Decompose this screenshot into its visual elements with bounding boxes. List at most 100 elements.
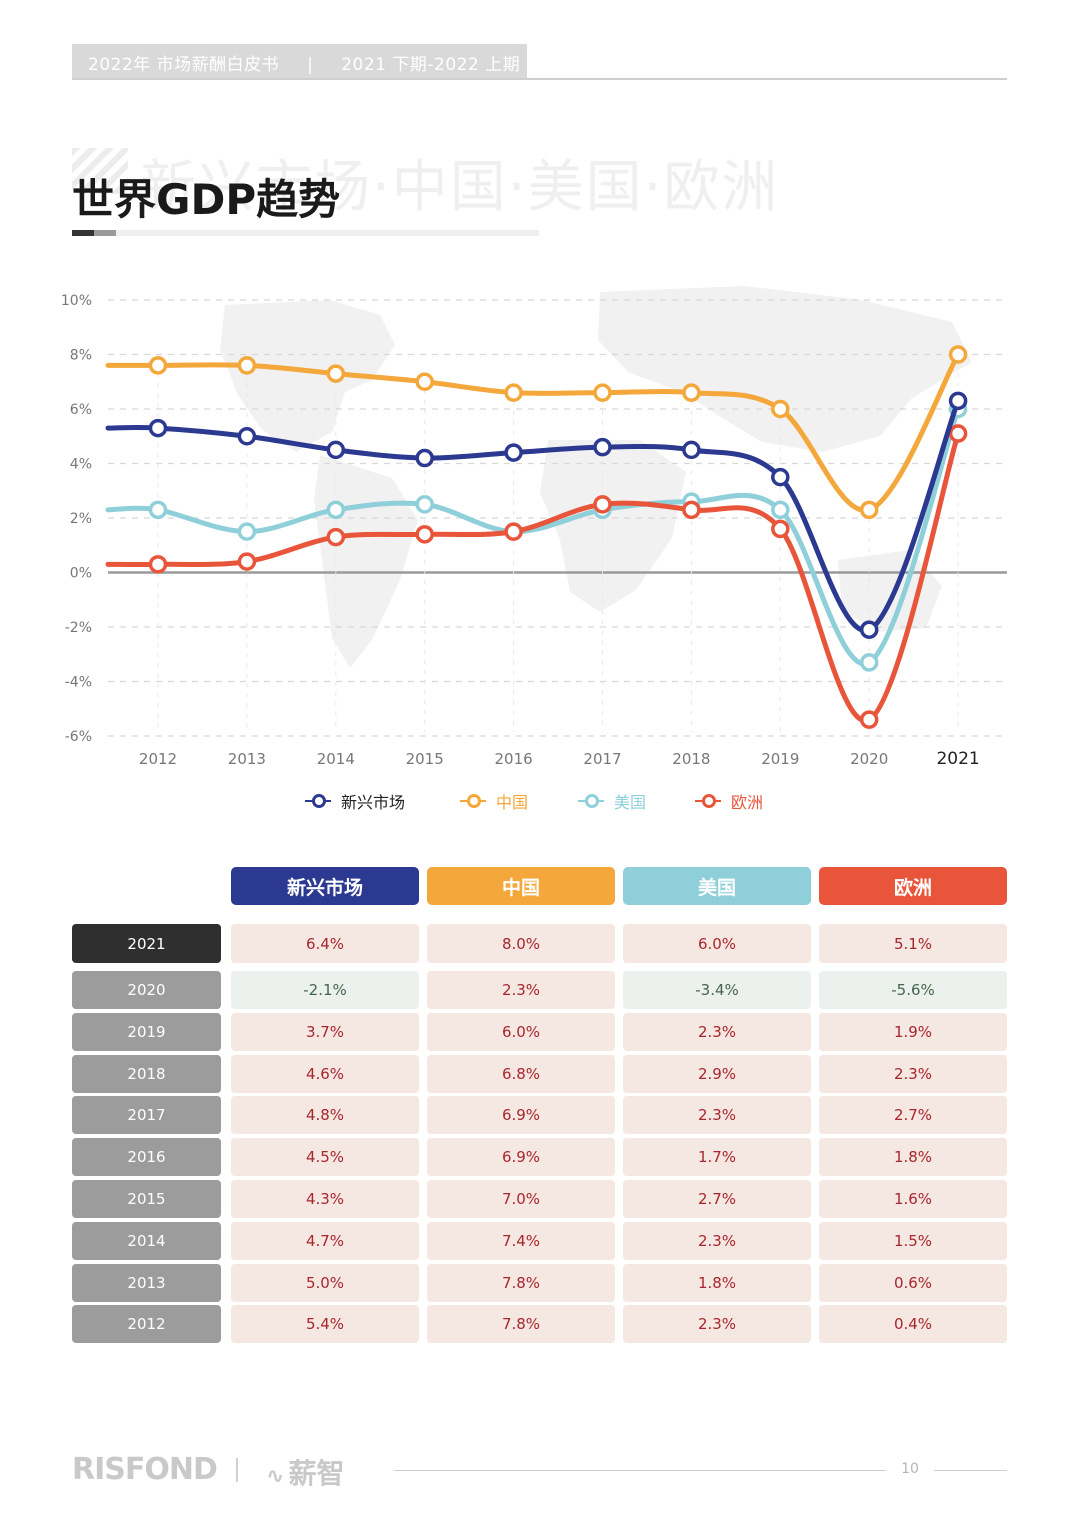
table-value-cell: 1.8% xyxy=(819,1138,1007,1177)
xinzhi-logo-text: 薪智 xyxy=(288,1457,345,1490)
doc-title: 2022年 市场薪酬白皮书 xyxy=(88,55,280,75)
data-point-usa xyxy=(415,495,434,514)
legend-label: 欧洲 xyxy=(731,793,764,812)
data-point-europe xyxy=(948,424,968,443)
table-year-cell: 2016 xyxy=(72,1138,221,1177)
world-map-shape xyxy=(540,440,686,612)
table-value-cell: 7.4% xyxy=(427,1221,615,1260)
table-value-cell: 0.4% xyxy=(819,1305,1007,1344)
footer-rule-left xyxy=(394,1470,886,1471)
table-value-cell: 2.3% xyxy=(623,1221,811,1260)
table-value-cell: 2.7% xyxy=(819,1096,1007,1135)
data-point-china xyxy=(504,383,523,402)
y-tick-label: -2% xyxy=(65,620,92,636)
footer-rule-right xyxy=(934,1470,1007,1471)
table-header-china: 中国 xyxy=(427,867,615,905)
data-point-china xyxy=(415,372,434,391)
data-point-china xyxy=(859,500,879,520)
table-value-cell: 8.0% xyxy=(427,924,615,963)
x-tick-label: 2012 xyxy=(139,750,177,768)
data-point-emerging xyxy=(326,440,346,460)
y-tick-label: 8% xyxy=(70,348,92,364)
table-header-europe: 欧洲 xyxy=(819,867,1007,905)
table-value-cell: 2.7% xyxy=(623,1180,811,1218)
table-value-cell: 3.7% xyxy=(231,1012,419,1051)
y-tick-label: 10% xyxy=(61,293,92,309)
table-year-cell: 2021 xyxy=(72,924,221,963)
xinzhi-logo: ∿ 薪智 xyxy=(266,1452,344,1492)
data-point-emerging xyxy=(237,427,257,446)
data-point-usa xyxy=(237,522,257,541)
header-separator: | xyxy=(307,55,314,75)
table-value-cell: -3.4% xyxy=(623,971,811,1009)
data-point-emerging xyxy=(148,418,168,438)
risfond-logo: RISFOND xyxy=(72,1452,218,1487)
data-point-europe xyxy=(237,552,257,571)
x-tick-label: 2013 xyxy=(228,750,266,768)
table-value-cell: 2.3% xyxy=(623,1096,811,1135)
table-value-cell: 0.6% xyxy=(819,1263,1007,1302)
table-value-cell: 1.6% xyxy=(819,1180,1007,1218)
x-tick-label: 2017 xyxy=(583,750,621,768)
data-point-china xyxy=(148,356,168,375)
report-period: 2021 下期-2022 上期 xyxy=(341,55,521,75)
table-header-emerging: 新兴市场 xyxy=(231,867,419,905)
table-value-cell: 6.0% xyxy=(427,1012,615,1051)
y-tick-label: 4% xyxy=(70,457,92,473)
table-value-cell: 2.9% xyxy=(623,1054,811,1093)
table-value-cell: 6.9% xyxy=(427,1096,615,1135)
table-value-cell: 6.0% xyxy=(623,924,811,963)
y-tick-label: 6% xyxy=(70,402,92,418)
data-point-europe xyxy=(148,555,168,574)
table-value-cell: 1.9% xyxy=(819,1012,1007,1051)
table-value-cell: 2.3% xyxy=(623,1305,811,1344)
table-value-cell: 1.5% xyxy=(819,1221,1007,1260)
table-header-usa: 美国 xyxy=(623,867,811,905)
table-year-cell: 2019 xyxy=(72,1012,221,1051)
data-point-emerging xyxy=(415,448,434,468)
legend-label: 新兴市场 xyxy=(341,793,406,812)
table-year-cell: 2015 xyxy=(72,1180,221,1218)
table-value-cell: 4.6% xyxy=(231,1054,419,1093)
footer-separator xyxy=(236,1458,238,1482)
gdp-line-chart: 10% 8% 6% 4% 2% 0% -2% -4% -6% 2012 2013 2014 2015 20… xyxy=(61,286,1007,769)
data-point-europe xyxy=(415,525,434,544)
header-text: 2022年 市场薪酬白皮书 | 2021 下期-2022 上期 xyxy=(88,50,520,75)
table-value-cell: 6.9% xyxy=(427,1138,615,1177)
table-year-cell: 2014 xyxy=(72,1221,221,1260)
table-year-cell: 2017 xyxy=(72,1096,221,1135)
legend-label: 中国 xyxy=(496,793,529,812)
data-point-china xyxy=(326,364,346,383)
header-band xyxy=(72,44,527,78)
data-point-europe xyxy=(771,519,790,539)
x-tick-label: 2018 xyxy=(672,750,710,768)
x-tick-label: 2019 xyxy=(761,750,799,768)
table-value-cell: 5.0% xyxy=(231,1263,419,1302)
data-point-china xyxy=(237,356,257,375)
table-value-cell: 7.8% xyxy=(427,1305,615,1344)
table-value-cell: 7.0% xyxy=(427,1180,615,1218)
watermark-stripes xyxy=(72,148,128,194)
x-tick-label: 2014 xyxy=(317,750,355,768)
watermark-text: 新兴市场·中国·美国·欧洲 xyxy=(140,155,780,220)
header-rule xyxy=(72,78,1007,80)
table-value-cell: 4.7% xyxy=(231,1221,419,1260)
table-value-cell: 2.3% xyxy=(623,1012,811,1051)
data-point-usa xyxy=(148,500,168,520)
page-title: 世界GDP趋势 xyxy=(72,175,341,224)
table-value-cell: 4.5% xyxy=(231,1138,419,1177)
data-point-emerging xyxy=(948,391,968,411)
data-point-china xyxy=(948,345,968,364)
world-map-shape xyxy=(598,286,972,452)
table-value-cell: -2.1% xyxy=(231,971,419,1009)
data-point-china xyxy=(771,399,790,419)
data-point-europe xyxy=(593,495,612,514)
table-year-cell: 2012 xyxy=(72,1305,221,1344)
data-point-usa xyxy=(771,500,790,520)
world-map-shape xyxy=(220,300,395,452)
table-value-cell: 1.8% xyxy=(623,1263,811,1302)
x-tick-label: 2021 xyxy=(936,749,979,769)
table-value-cell: 6.8% xyxy=(427,1054,615,1093)
x-tick-label: 2016 xyxy=(495,750,533,768)
y-tick-label: -6% xyxy=(65,729,92,745)
